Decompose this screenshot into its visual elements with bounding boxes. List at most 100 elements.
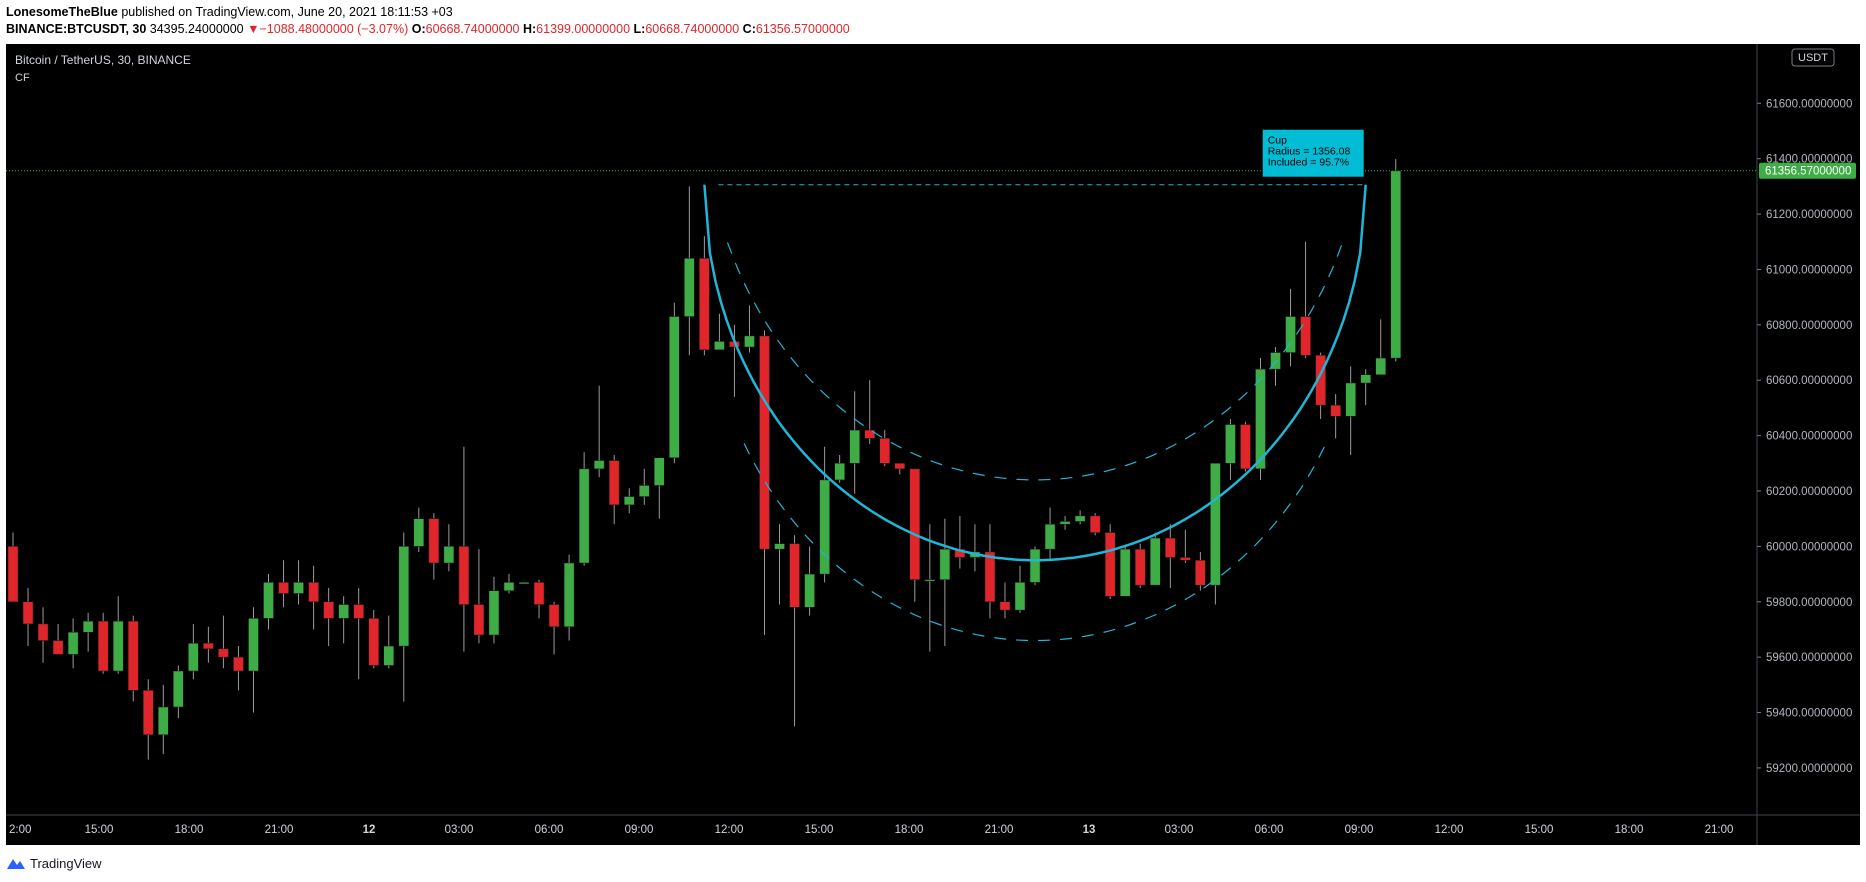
down-candle [1165, 537, 1176, 558]
down-candle [894, 463, 906, 470]
down-triangle-icon: ▼ [247, 22, 260, 36]
up-candle [834, 463, 845, 481]
x-tick-label: 21:00 [1705, 824, 1734, 836]
up-candle [774, 543, 785, 550]
up-candle [684, 258, 695, 317]
down-candle [1315, 355, 1326, 406]
up-candle [1059, 521, 1071, 525]
up-candle [744, 335, 755, 348]
y-tick-label: 59600.00000000 [1766, 652, 1852, 664]
candles [7, 158, 1402, 760]
up-candle [1119, 548, 1131, 597]
down-candle [127, 620, 139, 691]
indicator-label: CF [15, 72, 30, 84]
last-value: 34395.24000000 [149, 22, 244, 36]
x-tick-label: 03:00 [445, 824, 474, 836]
x-tick-label: 18:00 [1615, 824, 1644, 836]
down-candle [428, 518, 440, 564]
y-axis[interactable]: 59200.00000000 59400.00000000 59600.000000… [1757, 98, 1852, 775]
down-candle [308, 582, 319, 603]
up-candle [639, 485, 650, 497]
down-candle [218, 648, 229, 658]
y-tick-label: 60400.00000000 [1766, 431, 1852, 443]
cup-upper-band [726, 242, 1344, 481]
up-candle [112, 620, 124, 672]
y-tick-label: 61400.00000000 [1766, 154, 1852, 166]
x-tick-label: 18:00 [175, 824, 204, 836]
down-candle [458, 546, 470, 605]
up-candle [1014, 582, 1026, 611]
down-candle [143, 690, 154, 735]
x-tick-label: 13 [1083, 824, 1096, 836]
down-candle [864, 429, 875, 439]
down-candle [1135, 548, 1146, 586]
up-candle [1390, 170, 1402, 359]
currency-badge[interactable]: USDT [1791, 48, 1835, 67]
pane-borders [6, 44, 1860, 845]
up-candle [1270, 352, 1281, 370]
down-candle [548, 604, 560, 627]
candlestick-chart[interactable]: Bitcoin / TetherUS, 30, BINANCE CF 59200… [6, 44, 1860, 845]
down-candle [909, 468, 921, 580]
down-candle [278, 582, 289, 594]
y-tick-label: 60600.00000000 [1766, 375, 1852, 387]
up-candle [398, 546, 410, 647]
author-name[interactable]: LonesomeTheBlue [6, 5, 118, 19]
x-tick-label: 15:00 [1525, 824, 1554, 836]
up-candle [1285, 316, 1296, 353]
y-tick-label: 60200.00000000 [1766, 486, 1852, 498]
x-tick-label: 12:00 [1435, 824, 1464, 836]
down-candle [37, 623, 49, 641]
down-candle [7, 546, 19, 603]
down-candle [1104, 532, 1116, 597]
down-candle [1300, 316, 1311, 356]
cup-label-line: Included = 95.7% [1268, 157, 1349, 169]
up-candle [383, 645, 394, 666]
up-candle [1074, 515, 1086, 522]
ohlc-line: BINANCE:BTCUSDT, 30 34395.24000000 ▼−108… [6, 22, 850, 36]
up-candle [1044, 523, 1056, 550]
low-value: 60668.74000000 [645, 22, 740, 36]
chart-area[interactable]: Bitcoin / TetherUS, 30, BINANCE CF 59200… [6, 44, 1860, 845]
up-candle [413, 518, 425, 547]
down-candle [368, 618, 379, 666]
symbol-name: BINANCE:BTCUSDT, 30 [6, 22, 147, 36]
low-label: L: [633, 22, 646, 36]
down-candle [1195, 559, 1206, 586]
x-tick-label: 03:00 [1165, 824, 1194, 836]
cup-lower-band [743, 443, 1327, 642]
down-candle [323, 601, 334, 619]
chart-title: Bitcoin / TetherUS, 30, BINANCE [15, 53, 191, 67]
x-tick-label: 12:00 [715, 824, 744, 836]
down-candle [759, 335, 770, 550]
currency-label: USDT [1798, 52, 1828, 64]
high-value: 61399.00000000 [536, 22, 631, 36]
up-candle [1210, 463, 1221, 586]
x-tick-label: 12 [363, 824, 376, 836]
down-candle [789, 543, 800, 608]
down-candle [879, 438, 890, 464]
x-tick-label: 21:00 [265, 824, 294, 836]
last-price-label: 61356.57000000 [1765, 166, 1851, 178]
footer-brand[interactable]: TradingView [30, 855, 102, 871]
down-candle [97, 620, 109, 672]
down-candle [473, 604, 485, 636]
last-price-line: 61356.57000000 [6, 162, 1856, 179]
up-candle [819, 479, 830, 575]
up-candle [248, 618, 259, 672]
cup-label-box [1262, 129, 1364, 177]
cup-curve [703, 184, 1367, 562]
x-tick-label: 15:00 [85, 824, 114, 836]
up-candle [293, 582, 304, 594]
x-tick-label: 18:00 [895, 824, 924, 836]
up-candle [623, 496, 635, 506]
last-price-badge [1759, 162, 1856, 179]
up-candle [804, 573, 815, 608]
down-candle [608, 460, 620, 506]
cup-label-line: Cup [1268, 135, 1287, 147]
y-tick-label: 59400.00000000 [1766, 708, 1852, 720]
down-candle [52, 640, 64, 655]
footer: TradingView [6, 852, 102, 874]
x-axis[interactable]: 2:00 15:00 18:00 21:00 12 03:00 06:00 09:00 12:0… [9, 824, 1733, 836]
